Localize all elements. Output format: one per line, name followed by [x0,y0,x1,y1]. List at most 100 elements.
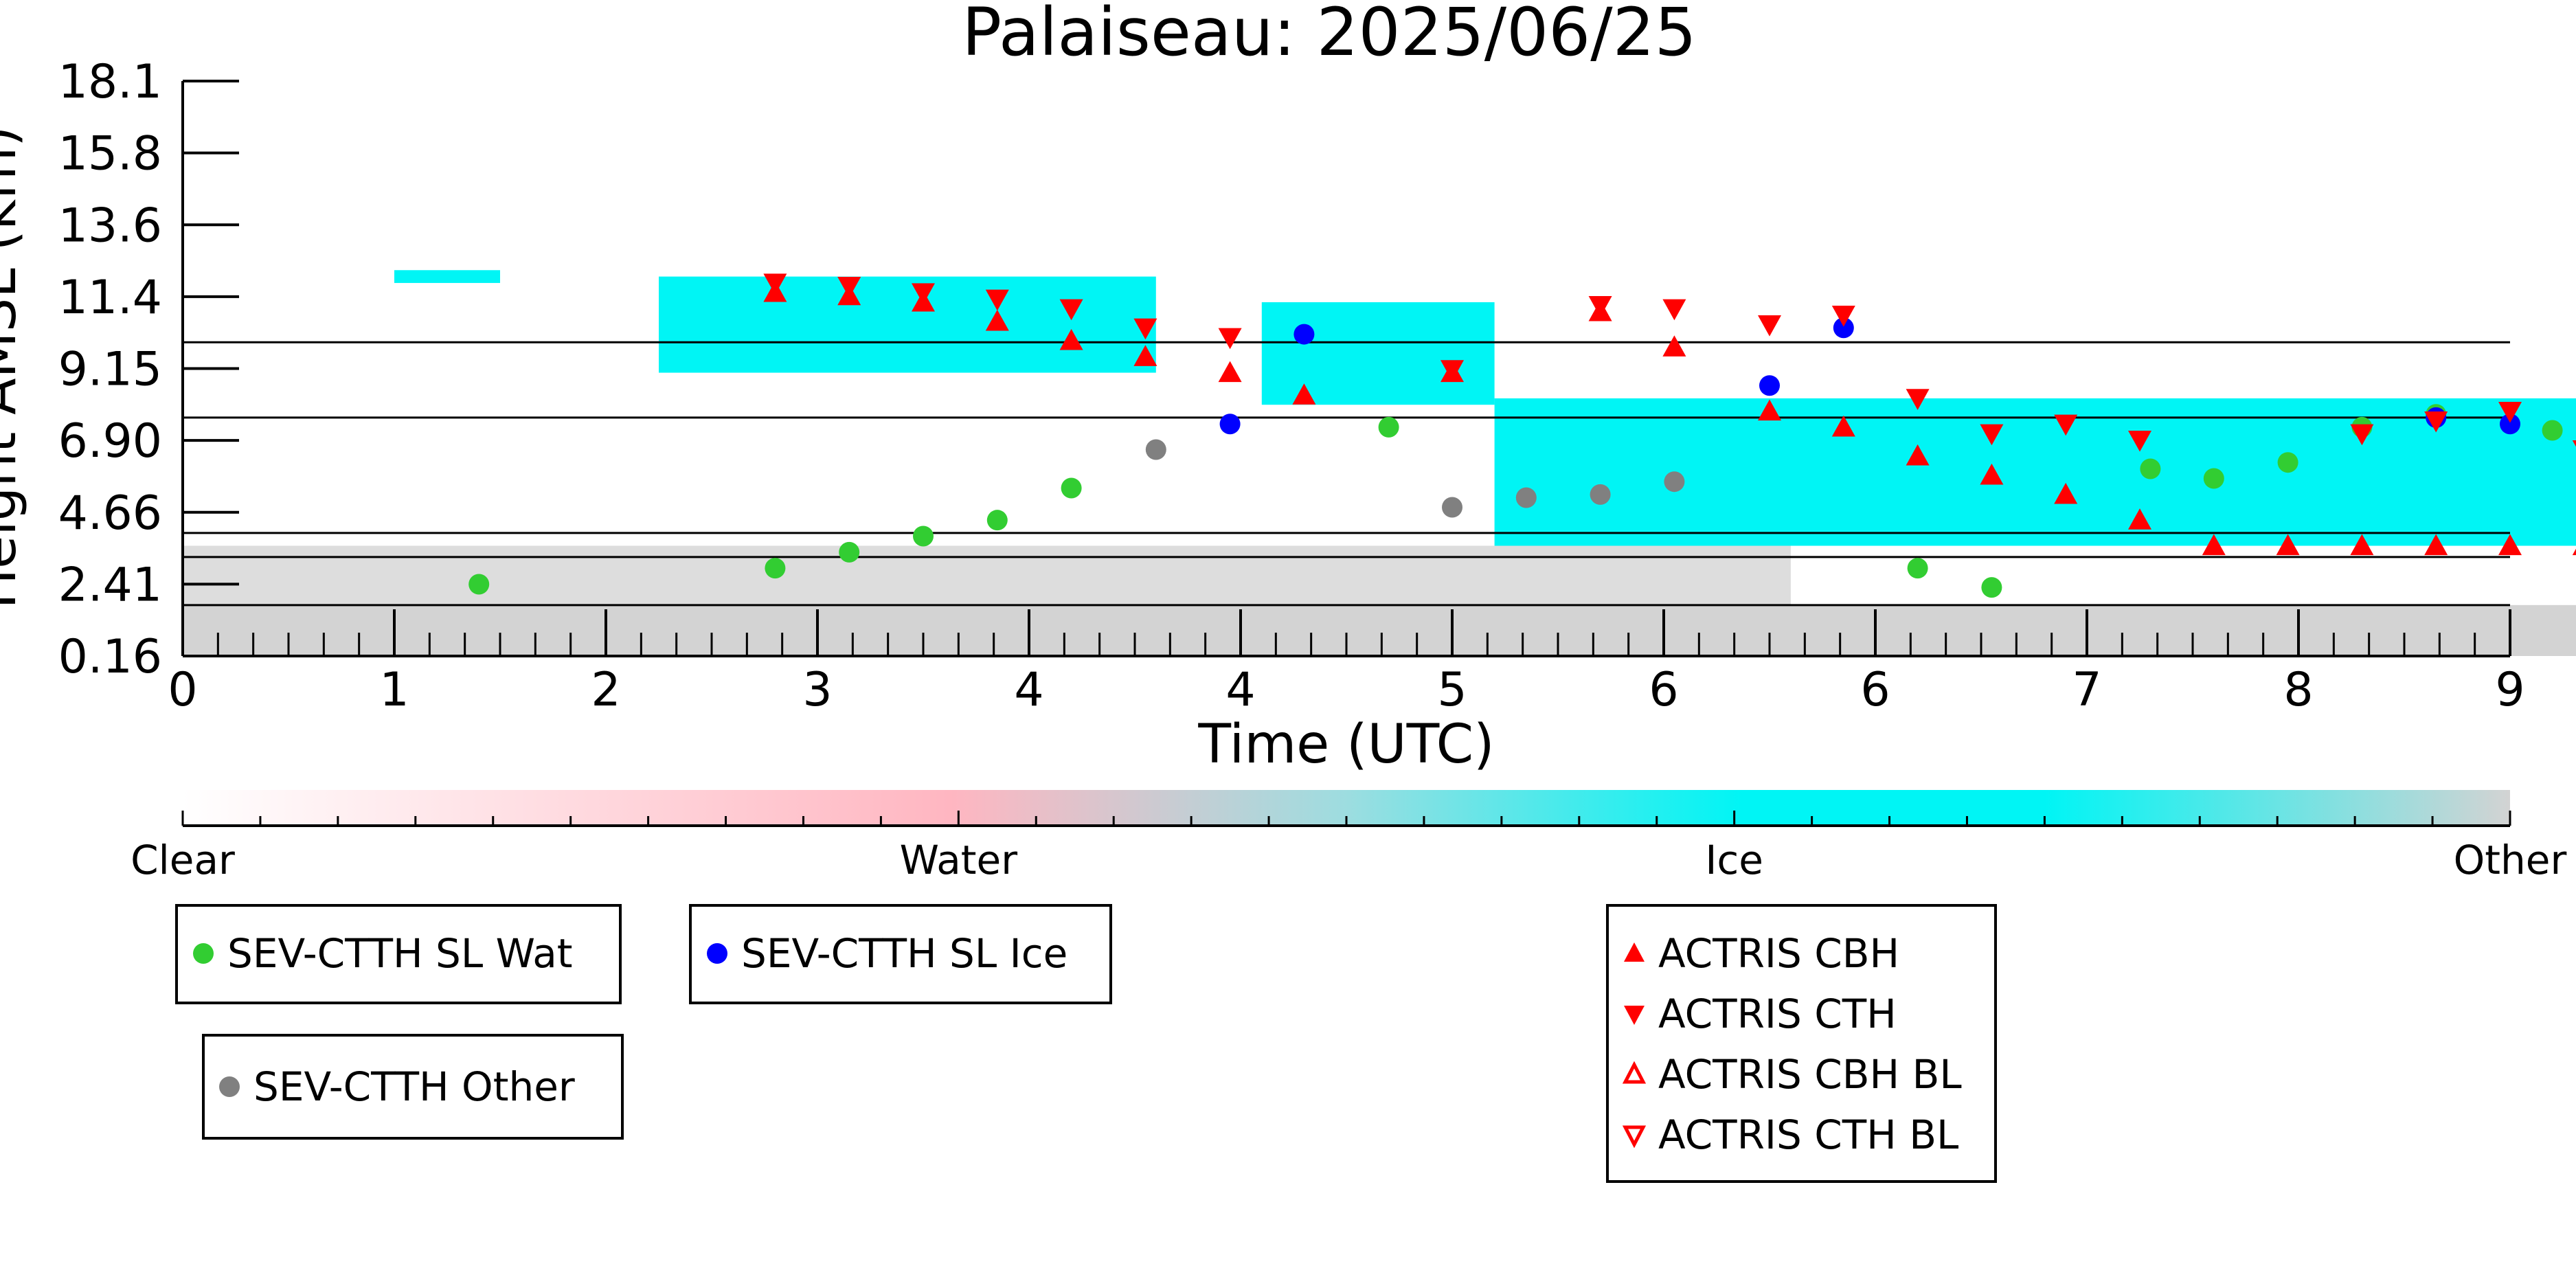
legend-actris-cth-marker [1624,1006,1645,1025]
colorbar: Clear Water Ice Other [131,790,2566,883]
marker-triangle-down-4-2 [912,283,935,304]
legend-actris-cth-bl-label: ACTRIS CTH BL [1658,1111,1958,1158]
marker-triangle-up-3-7 [1292,383,1316,405]
marker-triangle-up-3-17 [2202,534,2226,556]
marker-circle-0-11 [2277,452,2298,473]
y-axis-label: Height AMSL (km) [0,126,28,609]
legend-sev-other-label: SEV-CTTH Other [253,1063,575,1110]
marker-triangle-up-3-22 [2572,548,2576,556]
marker-triangle-down-4-8 [1588,295,1612,317]
marker-triangle-down-4-15 [2128,430,2151,452]
x-tick-label: 3 [802,663,832,717]
marker-circle-0-9 [2140,458,2161,479]
legend-sev-other [202,1034,624,1140]
marker-triangle-down-4-17 [2424,411,2448,433]
cloud-mask-ice-1 [659,276,1156,373]
y-tick-label: 0.16 [58,630,162,684]
colorbar-label-water: Water [900,837,1018,883]
marker-triangle-down-4-3 [985,289,1009,311]
marker-triangle-up-3-5 [1133,345,1157,366]
legend-actris-cth-bl-marker [1622,1125,1647,1149]
marker-circle-0-4 [986,510,1008,531]
x-tick-label: 0 [168,663,197,717]
y-tick-label: 4.66 [58,486,162,541]
legend-actris-cbh-bl-label: ACTRIS CBH BL [1658,1051,1962,1098]
marker-triangle-up-3-21 [2498,534,2522,556]
marker-circle-0-6 [1378,416,1399,438]
marker-triangle-up-3-13 [1906,444,1930,466]
marker-triangle-up-3-18 [2276,534,2300,556]
legend-actris-cbh-label: ACTRIS CBH [1658,930,1899,977]
marker-circle-2-3 [1590,484,1611,505]
legends: SEV-CTTH SL Wat SEV-CTTH SL Ice SEV-CTTH O… [175,904,1997,1183]
x-tick-label: 9 [2495,663,2524,717]
legend-actris-cth-label: ACTRIS CTH [1658,991,1897,1037]
marker-circle-2-0 [1145,439,1166,460]
legend-actris-cbh-marker [1624,942,1645,962]
marker-circle-0-3 [913,526,934,547]
marker-triangle-up-3-16 [2128,508,2151,530]
colorbar-label-clear: Clear [131,837,235,883]
legend-sev-ice [689,904,1112,1004]
marker-triangle-up-3-4 [1059,328,1083,350]
marker-triangle-up-3-11 [1758,399,1781,421]
colorbar-label-ice: Ice [1705,837,1763,883]
marker-triangle-up-3-12 [1831,415,1855,437]
legend-actris-cbh-bl-marker [1622,1061,1647,1084]
marker-triangle-down-4-11 [1831,305,1855,327]
marker-triangle-down-4-13 [1980,424,2004,446]
marker-triangle-down-4-7 [1440,360,1464,381]
marker-triangle-down-4-14 [2054,414,2078,436]
marker-triangle-down-4-9 [1662,299,1686,321]
cloud-mask-ice-2 [1261,302,1495,405]
x-tick-label: 1 [379,663,409,717]
y-tick-label: 15.8 [58,127,162,181]
x-tick-label: 5 [1437,663,1467,717]
marker-triangle-down-4-12 [1906,389,1930,410]
x-tick-label: 4 [1225,663,1255,717]
x-axis-label: Time (UTC) [1197,714,1494,776]
y-tick-label: 2.41 [58,558,162,612]
marker-triangle-up-3-14 [1980,463,2004,485]
marker-circle-0-10 [2203,468,2224,489]
x-tick-label: 6 [1649,663,1678,717]
marker-circle-0-8 [1981,577,2002,598]
y-tick-label: 13.6 [58,199,162,253]
marker-circle-0-7 [1907,558,1928,579]
marker-triangle-down-4-18 [2498,401,2522,423]
data-markers [468,273,2576,598]
legend-sev-wat [175,904,622,1004]
marker-circle-1-2 [1759,375,1780,396]
plot-area [183,270,2576,656]
x-tick-label: 8 [2283,663,2313,717]
marker-circle-0-2 [839,541,860,563]
marker-circle-1-1 [1293,324,1315,345]
marker-triangle-down-4-0 [763,273,787,295]
marker-circle-2-4 [1664,471,1685,493]
cloud-mask-other-4 [183,605,2576,656]
marker-triangle-up-3-3 [985,309,1009,331]
marker-triangle-up-3-20 [2424,534,2448,556]
marker-triangle-up-3-10 [1662,335,1686,357]
chart-title: Palaiseau: 2025/06/25 [962,0,1697,71]
legend-sev-other-marker [219,1076,240,1097]
y-tick-label: 9.15 [58,343,162,397]
marker-circle-1-3 [1833,317,1854,339]
y-tick-label: 11.4 [58,271,162,325]
marker-circle-0-5 [1061,477,1082,499]
marker-triangle-down-4-6 [1218,328,1242,350]
marker-triangle-up-3-19 [2350,534,2374,556]
marker-triangle-up-3-15 [2054,482,2078,504]
legend-sev-wat-marker [193,943,214,964]
legend-sev-ice-marker [707,943,727,964]
legend-sev-wat-label: SEV-CTTH SL Wat [227,930,573,977]
colorbar-label-other: Other [2454,837,2567,883]
marker-triangle-up-3-6 [1218,361,1242,383]
x-tick-label: 2 [591,663,620,717]
marker-triangle-down-4-5 [1133,318,1157,340]
marker-circle-2-2 [1515,487,1537,508]
x-tick-label: 4 [1014,663,1043,717]
cloud-mask-ice-0 [394,270,500,283]
y-tick-label: 6.90 [58,414,162,468]
marker-circle-1-0 [1219,414,1241,435]
